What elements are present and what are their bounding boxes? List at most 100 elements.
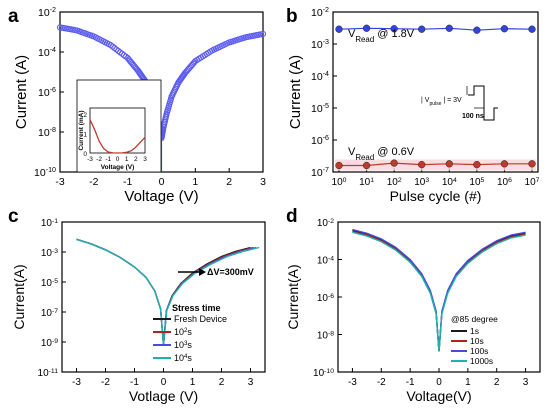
- panel-c-legend-label: 103s: [174, 340, 192, 351]
- panel-c-legend-label-part: s: [187, 353, 192, 363]
- panel-d-x-tick-label: 1: [465, 377, 471, 388]
- panel-b-data-point: [528, 25, 536, 33]
- panel-b-data-point: [362, 161, 371, 170]
- panel-a-y-tick-label: 10-4: [38, 46, 56, 59]
- panel-c-y-tick-label-part: -1: [52, 218, 58, 225]
- panel-b-series-label-part: @ 1.8V: [374, 28, 415, 40]
- panel-b-x-tick-label: 104: [442, 177, 457, 189]
- panel-d-x-tick-label: 3: [523, 377, 529, 388]
- panel-a-inset-x-tick-label: -2: [96, 156, 102, 163]
- panel-c-legend-label: 104s: [174, 353, 192, 364]
- panel-b-x-tick-label-part: 7: [536, 177, 540, 184]
- panel-a-inset-curve: [89, 119, 146, 154]
- panel-d-y-tick-label-part: -10: [324, 368, 334, 375]
- panel-d-series-line: [352, 229, 526, 352]
- panel-a-x-tick-label: -2: [89, 176, 98, 188]
- panel-d-y-tick-label-part: -2: [328, 218, 334, 225]
- panel-d-y-tick-label: 10-10: [313, 368, 334, 380]
- panel-b-data-point: [335, 25, 343, 33]
- panel-a-y-tick-label-part: -10: [46, 166, 56, 174]
- panel-b-y-tick-label: 10-4: [311, 70, 329, 83]
- panel-b-data-point: [473, 26, 481, 34]
- panel-b-data-point: [500, 25, 509, 33]
- panel-b-series-label: VRead @ 0.6V: [348, 146, 415, 162]
- panel-b-series-line: [339, 162, 532, 167]
- panel-a-inset-x-tick-label: -3: [87, 156, 93, 163]
- panel-d-legend-label: 100s: [470, 346, 488, 356]
- panel-b-y-tick-label-part: -4: [323, 70, 329, 78]
- panel-a-y-tick-label: 10-2: [38, 6, 56, 19]
- panel-b-series-label-part: Read: [355, 35, 374, 44]
- panel-d-x-tick-label: 0: [436, 377, 442, 388]
- panel-b-y-tick-label-part: -3: [323, 38, 329, 46]
- panel-b-x-tick-label: 106: [497, 177, 512, 189]
- panel-b-x-tick-label: 105: [469, 177, 484, 189]
- panel-b-pulse-waveform: [468, 85, 498, 121]
- panel-c-y-tick-label-part: 10: [41, 308, 53, 319]
- panel-c-y-tick-label-part: -7: [52, 308, 58, 315]
- panel-a-data-point: [259, 30, 267, 38]
- panel-b-data-point: [335, 161, 343, 170]
- panel-b-x-tick-label: 103: [414, 177, 429, 189]
- panel-d-chart: 10-210-410-610-810-10-3 -2 -1 0 1 2 3Voltage(V…: [285, 218, 541, 404]
- panel-d-x-tick-label: -1: [406, 377, 415, 388]
- panel-b-y-tick-label-part: 10: [311, 71, 323, 83]
- panel-d-y-axis-label: Current(A): [285, 264, 301, 329]
- panel-c-y-tick-label-part: -11: [49, 368, 59, 375]
- panel-b-pulse-amplitude-label: | Vpulse | = 3V: [421, 97, 462, 107]
- panel-b-data-point: [528, 160, 536, 168]
- panel-c-y-tick-label-part: 10: [38, 368, 50, 379]
- panel-c-y-tick-label: 10-11: [38, 368, 59, 380]
- panel-b-series-label-part: Read: [355, 153, 374, 162]
- panel-a-y-axis-label: Current (A): [13, 55, 30, 129]
- panel-b-pulse-amplitude-label-part: pulse: [429, 101, 441, 107]
- panel-d-y-tick-label-part: 10: [317, 331, 329, 342]
- panel-a-y-tick-label-part: -6: [50, 86, 56, 94]
- panel-b-y-tick-label-part: 10: [311, 103, 323, 115]
- panel-d-x-axis-label: Voltage(V): [406, 388, 471, 404]
- panel-d-y-tick-label: 10-2: [317, 218, 334, 230]
- panel-c-series-line: [76, 238, 260, 346]
- panel-d-y-tick-label-part: -6: [328, 293, 334, 300]
- panel-b-data-point: [445, 24, 453, 32]
- panel-c-legend-label-part: Fresh Device: [174, 314, 227, 324]
- panel-b-pulse-duration-label: 100 ns: [462, 113, 484, 120]
- panel-c-x-tick-label: 2: [219, 377, 225, 388]
- panel-c-y-tick-label-part: -5: [52, 278, 58, 285]
- panel-c-y-tick-label-part: 10: [41, 338, 53, 349]
- panel-b-x-tick-label-part: 10: [442, 177, 454, 188]
- panel-c-legend-label: 102s: [174, 327, 192, 338]
- panel-b-data-point: [418, 25, 426, 33]
- panel-c-legend-label-part: 10: [174, 340, 184, 350]
- panel-a-inset-y-tick-label: 0: [83, 151, 87, 158]
- panel-a-y-tick-label: 10-6: [38, 86, 56, 99]
- panel-b-x-axis-label: Pulse cycle (#): [390, 188, 482, 204]
- panel-c-y-tick-label: 10-1: [41, 218, 58, 230]
- panel-b-data-point: [473, 160, 481, 169]
- panel-c-legend-label-part: s: [187, 340, 192, 350]
- panel-b-data-point: [390, 25, 398, 33]
- panel-b-series-label-part: V: [348, 28, 356, 40]
- panel-d-x-tick-label: -3: [348, 377, 357, 388]
- panel-b-y-tick-label-part: 10: [311, 7, 323, 19]
- panel-b-x-tick-label: 102: [387, 177, 402, 189]
- panel-c-legend-label-part: 3: [184, 340, 188, 347]
- panel-c-x-axis-label: Votlage (V): [129, 388, 198, 404]
- panel-c-y-tick-label-part: -3: [52, 248, 58, 255]
- panel-a-inset-x-tick-label: 3: [143, 156, 147, 163]
- panel-a-y-tick-label-part: 10: [38, 87, 50, 99]
- panel-c-y-tick-label-part: -9: [52, 338, 58, 345]
- panel-letter-d: d: [286, 206, 298, 227]
- panel-a-x-tick-label: -3: [55, 176, 64, 188]
- panel-b-x-tick-label-part: 5: [481, 177, 485, 184]
- panel-c-y-axis-label: Current(A): [11, 264, 27, 329]
- panel-letter-b: b: [286, 6, 298, 27]
- panel-a-inset-x-tick-label: 2: [134, 156, 138, 163]
- panel-a-y-tick-label-part: 10: [38, 47, 50, 59]
- panel-b-y-tick-label-part: 10: [311, 135, 323, 147]
- panel-b-y-tick-label-part: 10: [311, 39, 323, 51]
- panel-b-x-tick-label-part: 2: [398, 177, 402, 184]
- panel-b-y-tick-label: 10-2: [311, 6, 329, 19]
